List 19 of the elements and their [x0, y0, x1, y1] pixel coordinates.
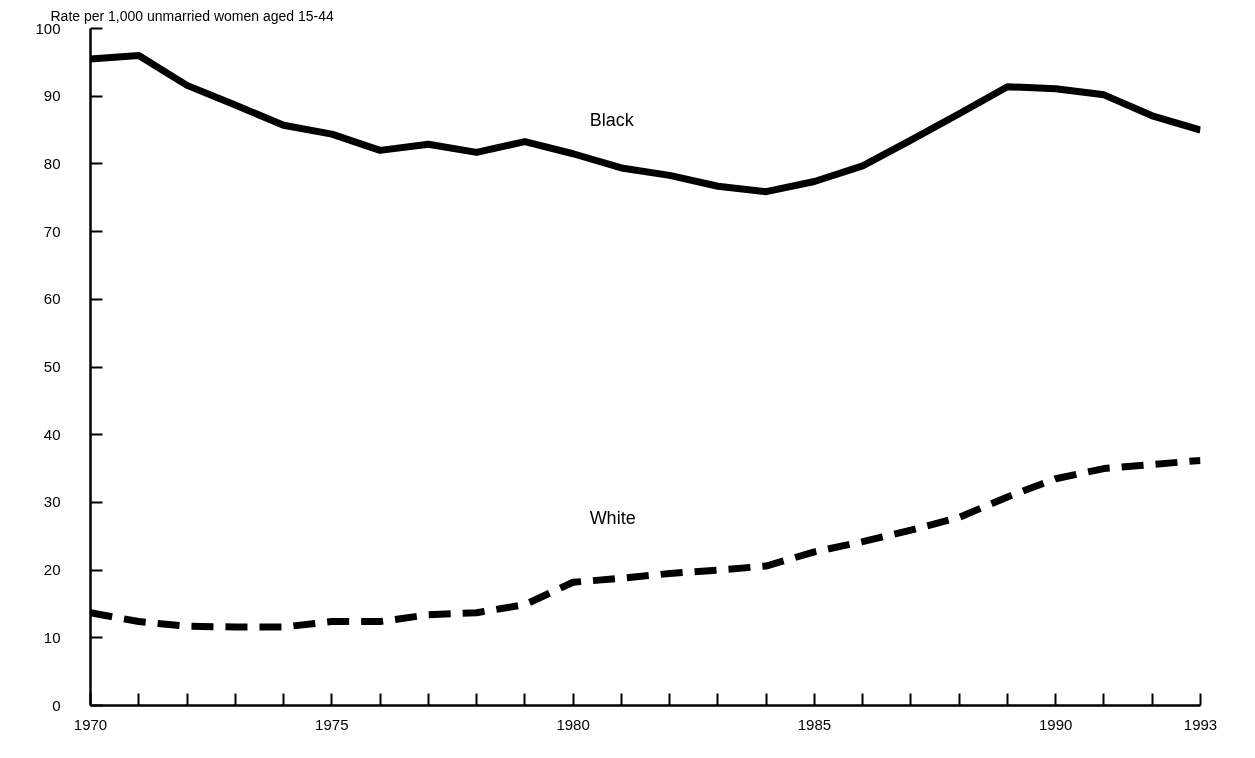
- y-tick-label: 80: [43, 154, 61, 172]
- y-tick-label: 90: [43, 87, 61, 105]
- x-tick-label: 1970: [73, 715, 108, 733]
- y-tick-label: 60: [43, 290, 61, 308]
- y-tick-label: 70: [43, 222, 61, 240]
- x-tick-label: 1990: [1039, 715, 1073, 733]
- y-tick-label: 30: [43, 493, 61, 511]
- x-tick-label: 1993: [1183, 715, 1218, 733]
- y-tick-label: 20: [43, 561, 61, 579]
- y-tick-label: 0: [52, 696, 61, 714]
- series-label: Black: [589, 110, 635, 131]
- y-axis-title: Rate per 1,000 unmarried women aged 15-44: [50, 7, 334, 24]
- y-tick-label: 40: [43, 425, 61, 443]
- text: White: [589, 508, 636, 529]
- x-tick-label: 1980: [556, 715, 590, 733]
- y-tick-label: 10: [43, 628, 61, 646]
- x-tick-label: 1985: [797, 715, 832, 733]
- y-tick-label: 50: [43, 358, 61, 375]
- x-tick-label: 1975: [315, 715, 349, 733]
